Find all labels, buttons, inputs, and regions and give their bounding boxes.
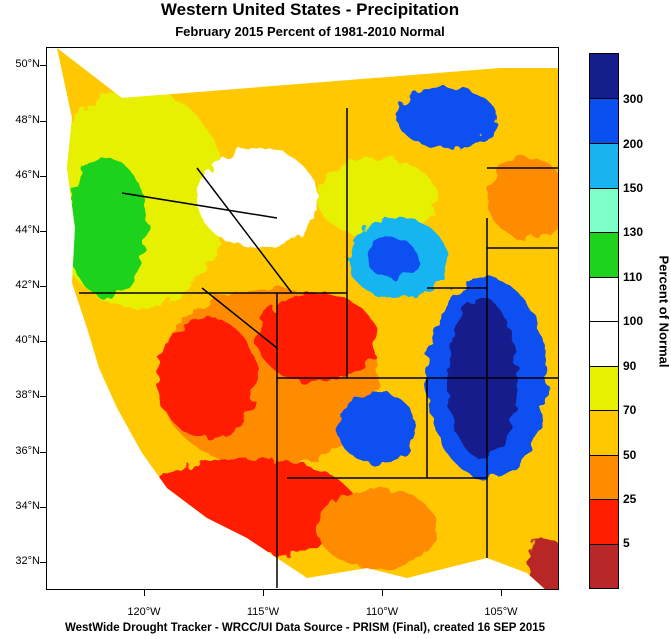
legend-label-90: 90 — [623, 359, 637, 373]
region-dakotas — [487, 158, 558, 238]
legend-swatch-110 — [590, 233, 618, 278]
legend-title: Percent of Normal — [656, 255, 671, 368]
region-nw-coast — [67, 158, 147, 298]
lat-label-48: 48°N — [15, 114, 40, 126]
lat-tick — [40, 452, 46, 453]
lat-label-36: 36°N — [15, 445, 40, 457]
legend-label-150: 150 — [623, 181, 644, 195]
lat-tick — [40, 341, 46, 342]
lat-tick — [40, 507, 46, 508]
legend-label-70: 70 — [623, 403, 637, 417]
lat-tick — [40, 231, 46, 232]
lon-label-115: 115°W — [246, 606, 280, 618]
lon-label-120: 120°W — [127, 606, 161, 618]
legend-label-200: 200 — [623, 137, 644, 151]
lat-tick — [40, 396, 46, 397]
lat-label-42: 42°N — [15, 279, 40, 291]
legend-colorbar — [589, 53, 619, 589]
legend-label-5: 5 — [623, 536, 630, 550]
legend-swatch-25 — [590, 456, 618, 500]
lat-tick — [40, 286, 46, 287]
legend-label-25: 25 — [623, 492, 637, 506]
lat-tick — [40, 65, 46, 66]
lon-tick — [501, 590, 502, 596]
legend-swatch-90 — [590, 322, 618, 367]
region-utah — [257, 293, 377, 383]
lat-tick — [40, 176, 46, 177]
lat-label-40: 40°N — [15, 334, 40, 346]
map-canvas — [47, 48, 558, 589]
lon-tick — [144, 590, 145, 596]
legend-swatch-300 — [590, 54, 618, 99]
map-title: Western United States - Precipitation — [160, 0, 460, 19]
lat-tick — [40, 562, 46, 563]
precipitation-map — [46, 47, 559, 590]
region-west-nevada — [157, 318, 257, 438]
region-south-nm — [317, 488, 437, 568]
lat-label-38: 38°N — [15, 389, 40, 401]
lon-tick — [263, 590, 264, 596]
legend-label-110: 110 — [623, 270, 643, 284]
legend-swatch-130 — [590, 189, 618, 233]
lat-label-50: 50°N — [15, 58, 40, 70]
legend-swatch-200 — [590, 99, 618, 144]
lat-label-34: 34°N — [15, 500, 40, 512]
legend-label-300: 300 — [623, 92, 644, 106]
lon-tick — [382, 590, 383, 596]
region-wyoming-core — [367, 238, 417, 278]
region-new-mexico-north — [337, 393, 417, 463]
legend-label-100: 100 — [623, 314, 644, 328]
legend-swatch-70 — [590, 367, 618, 411]
region-idaho — [197, 148, 317, 248]
legend-swatch-5 — [590, 500, 618, 545]
legend-swatch-0 — [590, 545, 618, 588]
legend-label-130: 130 — [623, 225, 644, 239]
lat-label-44: 44°N — [15, 224, 40, 236]
map-footer: WestWide Drought Tracker - WRCC/UI Data … — [64, 622, 546, 634]
legend-swatch-150 — [590, 144, 618, 189]
lat-tick — [40, 121, 46, 122]
lat-label-46: 46°N — [15, 169, 40, 181]
legend-label-50: 50 — [623, 448, 637, 462]
legend-swatch-100 — [590, 278, 618, 322]
region-north-montana — [397, 88, 497, 148]
legend-swatch-50 — [590, 411, 618, 456]
state-boundaries — [79, 108, 558, 588]
lon-label-110: 110°W — [365, 606, 399, 618]
lon-label-105: 105°W — [484, 606, 518, 618]
map-subtitle: February 2015 Percent of 1981-2010 Norma… — [175, 24, 445, 39]
lat-label-32: 32°N — [15, 555, 40, 567]
